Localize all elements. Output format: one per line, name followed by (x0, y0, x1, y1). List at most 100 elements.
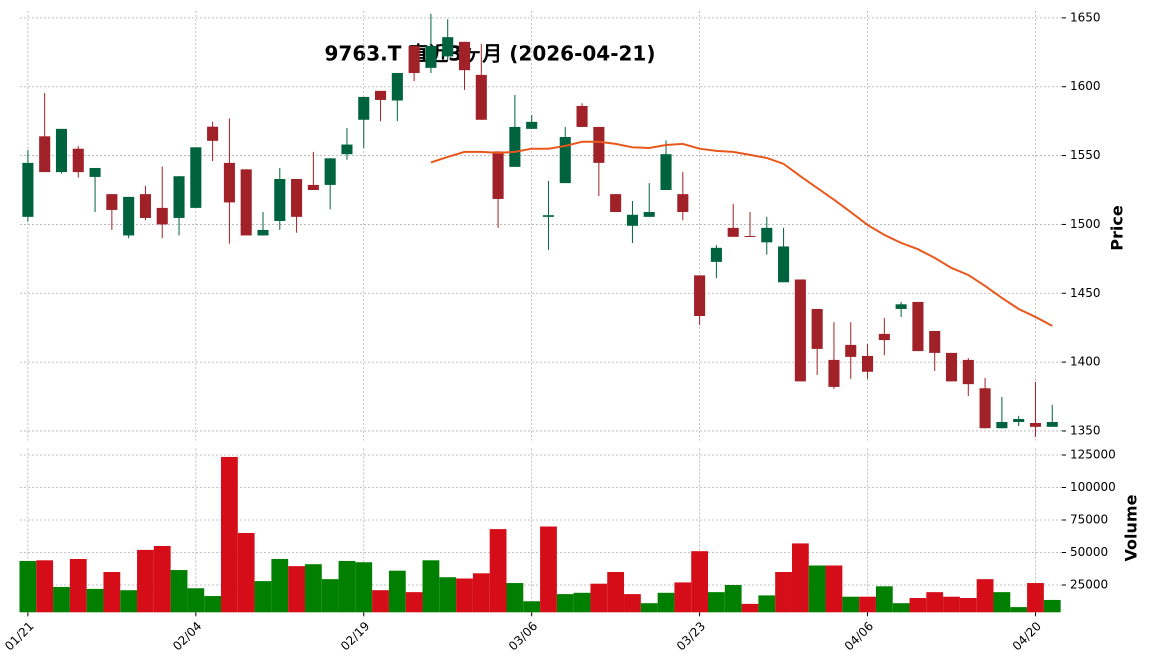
volume-bar (875, 586, 893, 613)
candle-body (89, 167, 101, 177)
volume-bar (926, 592, 944, 613)
candle-body (1046, 422, 1058, 427)
candle-body (794, 279, 806, 382)
chart-title: 9763.T 直近3ヶ月 (2026-04-21) (325, 42, 656, 66)
candle-body (710, 247, 722, 262)
volume-bar (271, 559, 289, 613)
volume-bar (506, 583, 524, 613)
volume-bar (859, 596, 876, 613)
volume-bar (388, 570, 406, 613)
candle-body (156, 207, 168, 225)
candle-body (72, 148, 84, 173)
candle-body (677, 194, 689, 213)
candle-body (643, 212, 655, 217)
volume-bar (439, 577, 457, 613)
candle-body (291, 178, 303, 217)
volume-bar (137, 549, 154, 613)
volume-bar (422, 560, 440, 613)
volume-bar (657, 592, 675, 613)
candle-body (358, 96, 370, 120)
x-tick-label: 04/20 (1010, 619, 1044, 653)
volume-bar (724, 585, 742, 613)
volume-bar (540, 526, 557, 613)
moving-average-line (430, 140, 1053, 327)
candle-body (408, 45, 420, 73)
volume-bar (103, 572, 121, 613)
volume-bar (808, 565, 826, 613)
volume-bar (791, 543, 809, 613)
volume-tick-label: 75000 (1070, 513, 1108, 527)
volume-bar (69, 559, 87, 613)
volume-bar (120, 590, 138, 613)
candle-body (1029, 422, 1042, 427)
volume-bar (187, 588, 205, 613)
y-tick-label: 1500 (1070, 217, 1101, 231)
volume-bar (288, 566, 305, 613)
volume-bar (607, 572, 625, 613)
volume-bar (590, 583, 608, 613)
x-tick-label: 03/23 (674, 619, 708, 653)
volume-bar (86, 588, 104, 613)
candle-body (660, 154, 672, 190)
candle-body (929, 330, 941, 353)
candle-body (274, 178, 286, 221)
volume-bar (741, 603, 759, 613)
candle-body (106, 194, 118, 210)
volume-bar (170, 570, 188, 613)
volume-tick-label: 125000 (1070, 448, 1116, 462)
volume-bar (825, 565, 843, 613)
candle-body (22, 162, 34, 217)
volume-bar (321, 579, 339, 613)
volume-bar (708, 592, 725, 613)
candle-body (727, 227, 739, 237)
volume-bar (489, 529, 507, 613)
volume-bar (993, 592, 1011, 613)
candle-body (375, 90, 387, 100)
volume-bar (338, 560, 356, 613)
volume-bar (523, 601, 541, 613)
volume-bar (237, 533, 255, 613)
volume-tick-label: 100000 (1070, 480, 1116, 494)
volume-bar (573, 592, 591, 613)
volume-bar (1027, 583, 1044, 613)
candle-body (341, 144, 353, 155)
volume-bar (758, 595, 776, 613)
volume-bar (405, 592, 423, 613)
x-tick-label: 04/06 (842, 619, 876, 653)
volume-bar (153, 546, 171, 613)
candle-body (223, 162, 235, 203)
candle-body (458, 41, 471, 71)
volume-bar (775, 572, 792, 613)
candle-body (492, 151, 504, 199)
candle-body (811, 308, 823, 349)
y-tick-label: 1550 (1070, 148, 1101, 162)
candle-body (442, 37, 454, 57)
candle-body (744, 235, 756, 237)
candle-body (576, 106, 588, 127)
candle-body (895, 304, 907, 309)
volume-bar (959, 598, 977, 613)
candle-body (39, 136, 51, 173)
y-tick-label: 1400 (1070, 355, 1101, 369)
volume-bar (691, 551, 709, 613)
volume-bar (355, 562, 373, 613)
volume-bar (204, 596, 222, 613)
volume-axis-label: Volume (1122, 494, 1141, 561)
candle-body (559, 136, 571, 184)
candle-body (828, 359, 840, 387)
candle-body (526, 121, 538, 129)
candle-body (425, 45, 437, 68)
candle-body (257, 229, 269, 236)
volume-bar (624, 594, 641, 613)
candle-body (694, 275, 706, 316)
candle-body (845, 344, 857, 357)
candle-body (509, 126, 521, 167)
volume-bar (1010, 607, 1028, 613)
volume-bar (842, 596, 860, 613)
candle-body (542, 215, 555, 217)
candle-body (1013, 418, 1025, 423)
volume-bar (304, 564, 322, 613)
x-tick-label: 02/19 (338, 619, 372, 653)
candle-body (207, 126, 219, 141)
x-tick-label: 02/04 (170, 619, 204, 653)
